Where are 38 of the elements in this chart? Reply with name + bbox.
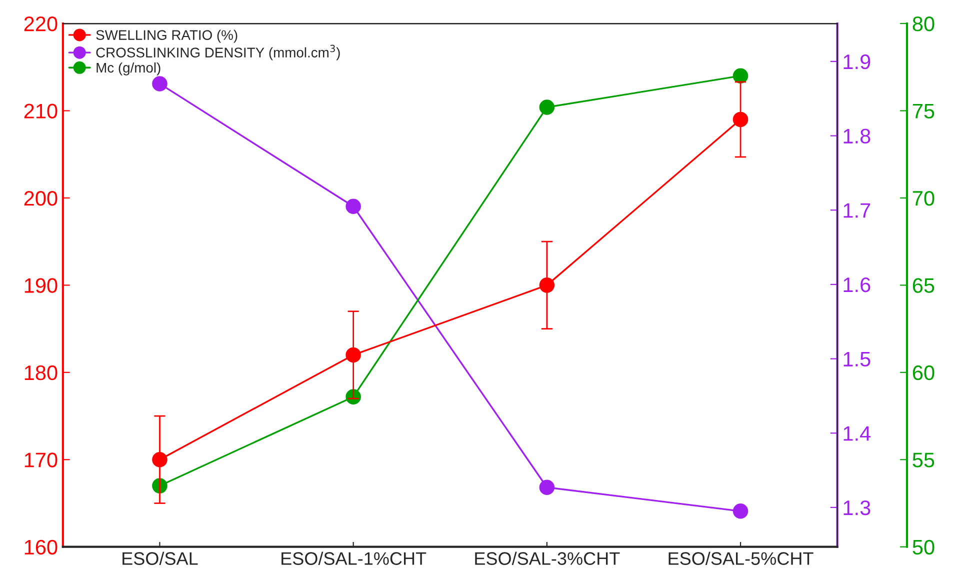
point (346, 347, 361, 363)
y3-tick-label: 75 (912, 104, 934, 118)
x-tick-label: ESO/SAL (122, 552, 198, 565)
point (732, 112, 748, 128)
point (152, 452, 168, 468)
y2-tick-label: 1.9 (844, 54, 870, 70)
y3-tick-label: 55 (912, 452, 934, 468)
legend-label: CROSSLINKING DENSITY (mmol.cm$^{3}$) (96, 44, 340, 60)
point (539, 100, 555, 115)
y3-tick-label: 50 (912, 540, 934, 555)
y2-tick-label: 1.3 (844, 500, 870, 516)
y2-tick-label: 1.4 (844, 426, 871, 441)
y2-tick-label: 1.7 (844, 203, 870, 218)
y-tick-label: 170 (24, 452, 58, 468)
x-tick-label: ESO/SAL-5%CHT (668, 552, 814, 565)
y2-tick-label: 1.5 (844, 352, 870, 367)
y-tick-label: 180 (24, 365, 58, 380)
y3-tick-label: 80 (912, 16, 934, 32)
y-tick-label: 160 (24, 540, 58, 555)
point (152, 76, 168, 92)
point (732, 504, 748, 519)
x-tick-label: ESO/SAL-3%CHT (475, 552, 620, 565)
y-tick-label: 190 (24, 278, 58, 293)
y-tick-label: 200 (24, 190, 58, 206)
y3-tick-label: 70 (912, 190, 934, 206)
y3-tick-label: 65 (912, 278, 934, 293)
y2-tick-label: 1.6 (844, 277, 870, 292)
point (732, 68, 748, 84)
legend-label: SWELLING RATIO (%) (96, 30, 238, 43)
point (539, 278, 555, 293)
legend-label: Mc (g/mol) (96, 62, 160, 76)
point (539, 480, 555, 496)
x-tick-label: ESO/SAL-1%CHT (282, 552, 426, 565)
y3-tick-label: 60 (912, 365, 934, 380)
y2-tick-label: 1.8 (844, 128, 870, 144)
point (346, 198, 361, 214)
y-tick-label: 220 (24, 16, 58, 32)
y-tick-label: 210 (24, 104, 58, 118)
